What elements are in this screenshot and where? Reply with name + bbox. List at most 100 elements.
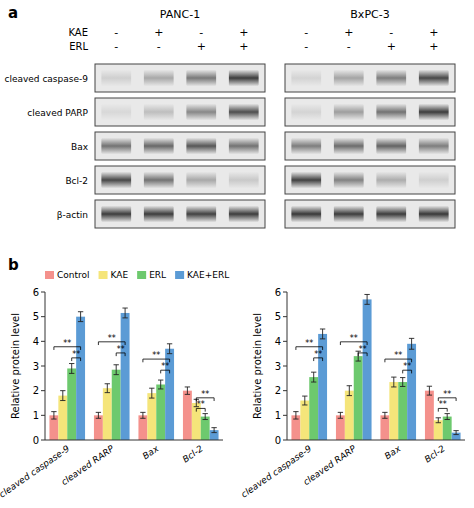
error-bar <box>293 412 298 419</box>
y-tick-label: 2 <box>275 385 281 396</box>
error-bar <box>382 412 387 418</box>
blot-band <box>419 172 449 189</box>
error-bar <box>69 364 74 374</box>
protein-label: cleaved PARP <box>27 108 88 118</box>
x-axis-line <box>45 440 223 441</box>
blot-band <box>291 206 321 223</box>
y-tick <box>41 366 45 367</box>
blot-band <box>376 206 406 223</box>
blot-band <box>334 138 364 155</box>
significance-label: ** <box>443 390 451 399</box>
error-bar <box>140 412 145 418</box>
legend: ControlKAEERLKAE+ERL <box>45 270 229 280</box>
error-bar <box>122 308 127 318</box>
condition-sign: + <box>239 40 248 53</box>
significance-label: ** <box>152 351 160 360</box>
blot-title: BxPC-3 <box>350 8 389 21</box>
error-bar <box>203 414 208 420</box>
blot-band <box>186 138 216 155</box>
blot-band <box>186 172 216 189</box>
y-tick-label: 5 <box>275 311 281 322</box>
error-bar <box>60 391 65 401</box>
bar <box>443 417 452 440</box>
legend-swatch <box>99 271 108 279</box>
bar <box>103 388 112 440</box>
bar <box>309 377 318 440</box>
blot-band <box>186 206 216 223</box>
condition-sign: + <box>429 40 438 53</box>
blot-box <box>285 132 455 160</box>
blot-band <box>291 104 321 121</box>
y-tick-label: 0 <box>33 435 39 446</box>
blot-band <box>376 70 406 87</box>
protein-label: Bcl-2 <box>65 176 88 186</box>
significance-label: ** <box>63 339 71 348</box>
y-tick <box>283 390 287 391</box>
significance-label: ** <box>394 351 402 360</box>
blot-band <box>144 104 174 121</box>
y-tick <box>283 292 287 293</box>
y-tick-label: 0 <box>275 435 281 446</box>
y-axis-label: Relative protein level <box>10 313 21 419</box>
error-bar <box>302 396 307 405</box>
bar <box>300 401 309 440</box>
condition-sign: - <box>389 26 393 39</box>
blot-band <box>419 138 449 155</box>
bar <box>434 420 443 440</box>
condition-name: ERL <box>69 41 88 52</box>
significance-label: ** <box>439 400 447 409</box>
condition-sign: + <box>197 40 206 53</box>
blot-band <box>144 138 174 155</box>
blot-band <box>229 172 259 189</box>
condition-sign: - <box>114 26 118 39</box>
y-tick-label: 1 <box>275 410 281 421</box>
blot-band <box>334 206 364 223</box>
bar <box>336 415 345 440</box>
legend-swatch <box>175 271 184 279</box>
error-bar <box>114 365 119 375</box>
x-tick-label: Bax <box>383 443 403 461</box>
y-tick-label: 6 <box>275 287 281 298</box>
significance-label: ** <box>117 345 125 354</box>
bar <box>121 313 130 440</box>
significance-label: ** <box>403 362 411 371</box>
condition-sign: - <box>347 40 351 53</box>
blot-band <box>419 206 449 223</box>
blot-band <box>101 138 131 155</box>
blot-box <box>285 166 455 194</box>
bar <box>398 382 407 440</box>
y-tick-label: 5 <box>33 311 39 322</box>
significance-label: ** <box>201 390 209 399</box>
error-bar <box>105 384 110 393</box>
x-tick-label: Bax <box>141 443 161 461</box>
condition-sign: + <box>344 26 353 39</box>
blot-band <box>229 206 259 223</box>
error-bar <box>211 428 216 433</box>
bar <box>345 391 354 440</box>
y-tick <box>41 440 45 441</box>
error-bar <box>436 418 441 423</box>
y-tick <box>283 366 287 367</box>
bar <box>112 370 121 440</box>
error-bar <box>320 329 325 339</box>
bar <box>389 382 398 440</box>
error-bar <box>338 412 343 418</box>
legend-swatch <box>137 271 146 279</box>
error-bar <box>347 386 352 396</box>
significance-label: ** <box>314 350 322 359</box>
blot-band <box>186 70 216 87</box>
condition-sign: - <box>304 40 308 53</box>
condition-name: KAE <box>68 27 88 38</box>
bar <box>58 396 67 440</box>
significance-label: ** <box>359 345 367 354</box>
blot-band <box>376 172 406 189</box>
x-tick-label: Bcl-2 <box>181 443 205 464</box>
blot-box <box>95 132 265 160</box>
y-tick <box>283 316 287 317</box>
legend-label: Control <box>57 270 90 280</box>
error-bar <box>427 386 432 395</box>
blot-band <box>229 138 259 155</box>
y-tick-label: 3 <box>33 361 39 372</box>
y-tick-label: 1 <box>33 410 39 421</box>
blot-band <box>291 172 321 189</box>
